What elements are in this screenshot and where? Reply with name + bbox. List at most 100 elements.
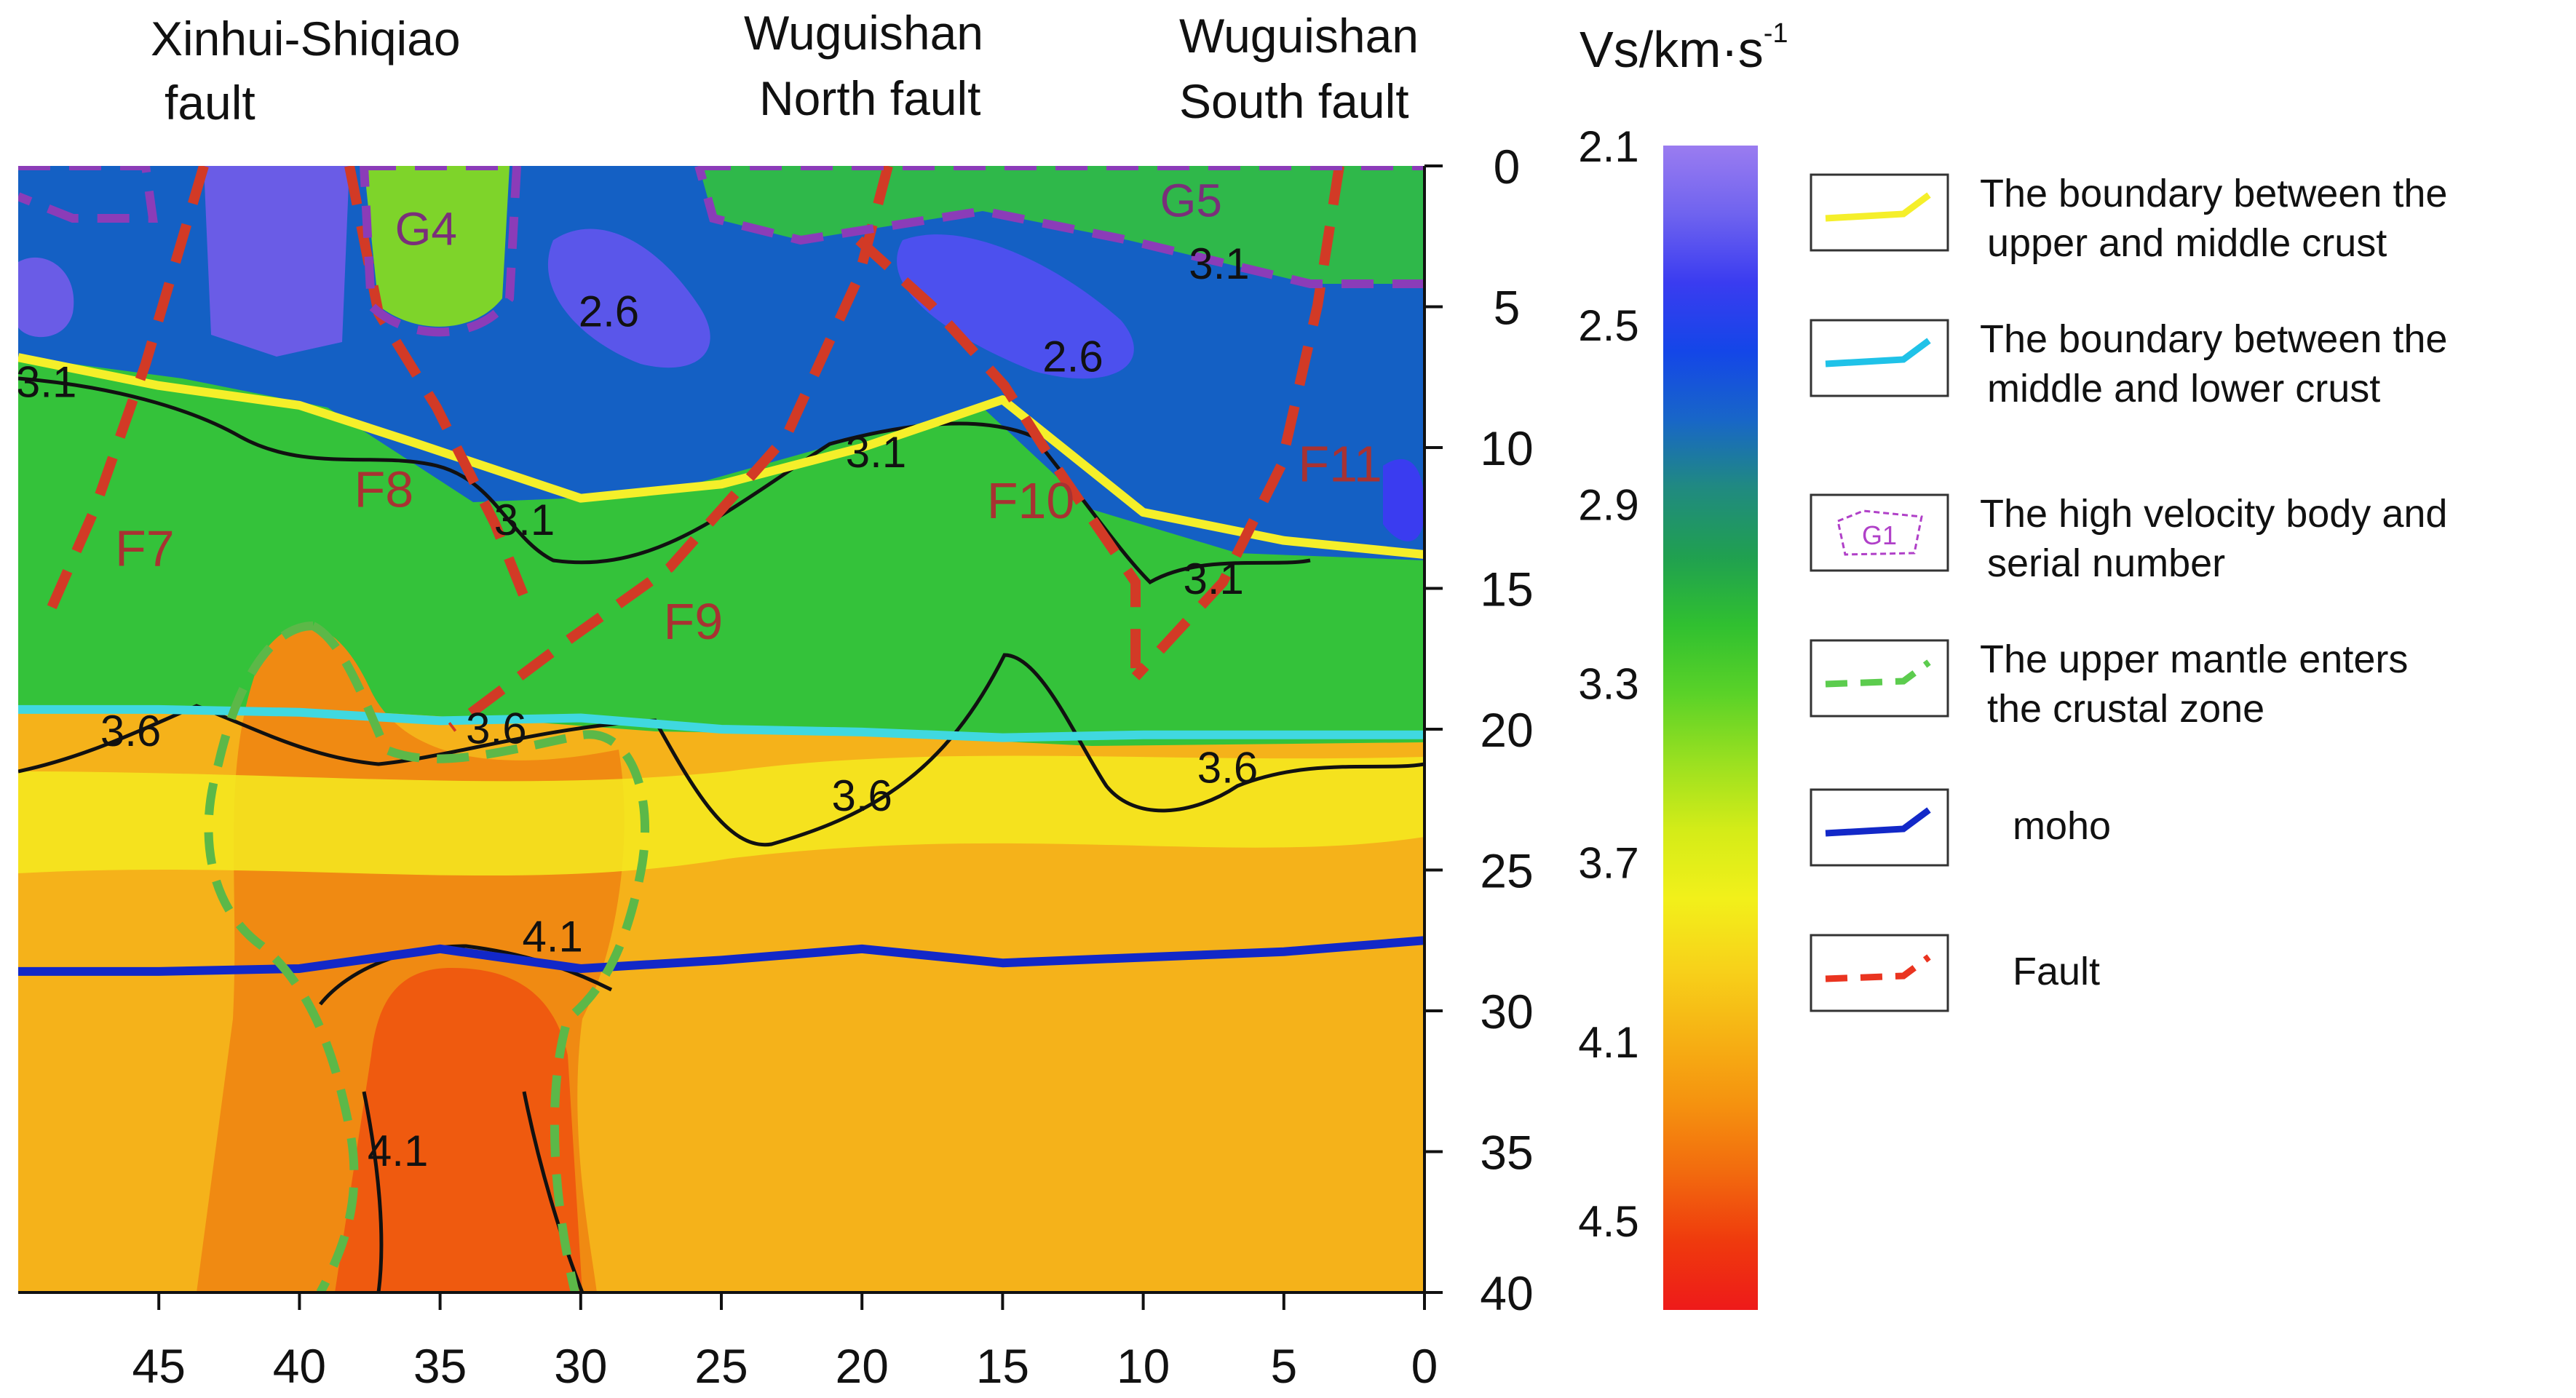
legend-label: The upper mantle enters xyxy=(1980,638,2408,681)
body-outline-g5 xyxy=(694,166,1424,288)
yellow-band xyxy=(18,755,1424,876)
fault-title-south-line1: Wuguishan xyxy=(1179,9,1419,63)
fault-f10 xyxy=(855,236,1141,677)
x-ticks: 45 40 35 30 25 20 15 10 5 0 xyxy=(132,1292,1438,1393)
y-tick-label: 0 xyxy=(1494,140,1521,194)
legend-label-line2: serial number xyxy=(1987,541,2225,585)
legend: The boundary between the upper and middle… xyxy=(1810,172,2447,1012)
y-tick-label: 10 xyxy=(1480,421,1533,475)
boundary-lines xyxy=(18,353,1424,976)
legend-body-sample xyxy=(1836,509,1923,556)
contour-label: 3.1 xyxy=(1183,555,1243,603)
legend-line-sample xyxy=(1825,807,1931,837)
colorbar-tick-label: 3.3 xyxy=(1578,659,1638,708)
fault-title-south-line2: South fault xyxy=(1179,74,1409,128)
legend-swatch-box xyxy=(1810,639,1949,718)
contour-label: 4.1 xyxy=(368,1127,428,1175)
upper-mantle-core xyxy=(335,968,582,1292)
fault-zone-label: F9 xyxy=(664,593,724,650)
colorbar-tick-label: 4.5 xyxy=(1578,1197,1638,1246)
legend-label: Fault xyxy=(2013,950,2100,993)
body-outline-g4 xyxy=(359,166,522,337)
low-velocity-zone-a xyxy=(204,166,349,357)
mantle-intrusion-outline xyxy=(204,621,649,1292)
y-tick-label: 30 xyxy=(1480,985,1533,1038)
legend-label: The boundary between the xyxy=(1980,172,2447,215)
legend-swatch-box xyxy=(1810,173,1949,252)
contour-3-6 xyxy=(18,653,1424,847)
contour-label: 3.6 xyxy=(466,704,526,752)
fault-zone-label: F11 xyxy=(1298,435,1382,492)
body-label: G4 xyxy=(395,202,457,255)
fault-zone-label: F7 xyxy=(115,520,175,577)
colorbar-tick-label: 4.1 xyxy=(1578,1018,1638,1067)
legend-line-sample xyxy=(1825,338,1931,368)
y-tick-label: 25 xyxy=(1480,844,1533,898)
contour-label: 3.1 xyxy=(494,496,555,544)
colorbar-unit: Vs/km·s-1 xyxy=(1580,18,1788,78)
body-outline-top-left xyxy=(18,166,158,223)
contour-3-1 xyxy=(18,376,1311,585)
x-tick-label: 5 xyxy=(1270,1339,1297,1393)
fault-title-xinhui-line1: Xinhui-Shiqiao xyxy=(151,12,461,65)
body-label: G5 xyxy=(1160,175,1222,227)
colorbar-tick-label: 2.1 xyxy=(1578,122,1638,171)
low-velocity-zone-b xyxy=(547,229,710,368)
y-tick-label: 35 xyxy=(1480,1126,1533,1180)
x-tick-label: 35 xyxy=(413,1339,467,1393)
colorbar-ticks: 2.1 2.5 2.9 3.3 3.7 4.1 4.5 xyxy=(1578,122,1638,1246)
fault-f9 xyxy=(448,166,893,732)
colorbar-tick-label: 3.7 xyxy=(1578,839,1638,888)
high-velocity-zone-g4 xyxy=(364,166,510,327)
x-tick-label: 10 xyxy=(1117,1339,1170,1393)
x-tick-label: 45 xyxy=(132,1339,185,1393)
legend-label-line2: middle and lower crust xyxy=(1987,367,2380,410)
legend-line-sample xyxy=(1825,192,1931,222)
contour-label: 3.6 xyxy=(1197,744,1258,793)
legend-label: The boundary between the xyxy=(1980,317,2447,361)
colorbar-tick-label: 2.5 xyxy=(1578,301,1638,350)
legend-label: The high velocity body and xyxy=(1980,492,2447,536)
x-tick-label: 15 xyxy=(976,1339,1029,1393)
contour-4-1-b xyxy=(362,1091,384,1292)
colorbar-tick-label: 2.9 xyxy=(1578,480,1638,529)
contour-label: 3.1 xyxy=(846,428,906,477)
low-velocity-zone-d xyxy=(18,257,74,338)
legend-swatch-box xyxy=(1810,934,1949,1012)
axes: 45 40 35 30 25 20 15 10 5 0 0 5 10 15 20 25 30 35 40 xyxy=(18,140,1534,1393)
fault-titles: Xinhui-Shiqiao fault Wuguishan North fau… xyxy=(151,6,1419,130)
fault-title-xinhui-line2: fault xyxy=(165,76,255,130)
mantle-outline-top xyxy=(310,621,649,1292)
x-tick-label: 20 xyxy=(835,1339,888,1393)
y-ticks: 0 5 10 15 20 25 30 35 40 xyxy=(1424,140,1534,1320)
x-tick-label: 40 xyxy=(273,1339,326,1393)
legend-label-line2: the crustal zone xyxy=(1987,687,2264,731)
colorbar-bar xyxy=(1663,146,1758,1310)
legend-dash-sample xyxy=(1825,954,1931,982)
mantle-outline-left xyxy=(204,621,359,1292)
contour-label: 3.6 xyxy=(831,771,892,820)
contour-labels: 3.1 3.1 3.1 3.1 3.1 2.6 2.6 3.6 3.6 3.6 3.6 4.1 4.1 xyxy=(18,239,1258,1175)
legend-body-sample-label: G1 xyxy=(1862,520,1897,550)
y-tick-label: 5 xyxy=(1494,281,1521,335)
legend-label: moho xyxy=(2013,804,2111,848)
fault-title-north-line1: Wuguishan xyxy=(744,6,983,60)
contour-label: 2.6 xyxy=(579,287,639,336)
boundary-upper-middle-crust xyxy=(18,353,1424,560)
y-tick-label: 20 xyxy=(1480,703,1533,757)
x-tick-label: 25 xyxy=(694,1339,748,1393)
fault-f11 xyxy=(1131,166,1344,680)
y-tick-label: 40 xyxy=(1480,1266,1533,1320)
fault-title-north-line2: North fault xyxy=(759,71,980,125)
x-tick-label: 30 xyxy=(554,1339,607,1393)
legend-swatch-box xyxy=(1810,493,1949,572)
contour-lines xyxy=(18,376,1424,1292)
legend-dash-sample xyxy=(1825,659,1931,688)
fault-f7 xyxy=(39,166,209,628)
x-tick-label: 0 xyxy=(1411,1339,1438,1393)
fault-zone-label: F10 xyxy=(987,472,1075,529)
low-velocity-zone-c xyxy=(897,234,1134,379)
y-tick-label: 15 xyxy=(1480,563,1533,616)
colorbar: Vs/km·s-1 2.1 2.5 2.9 3.3 3.7 4.1 4.5 xyxy=(1578,18,1788,1310)
